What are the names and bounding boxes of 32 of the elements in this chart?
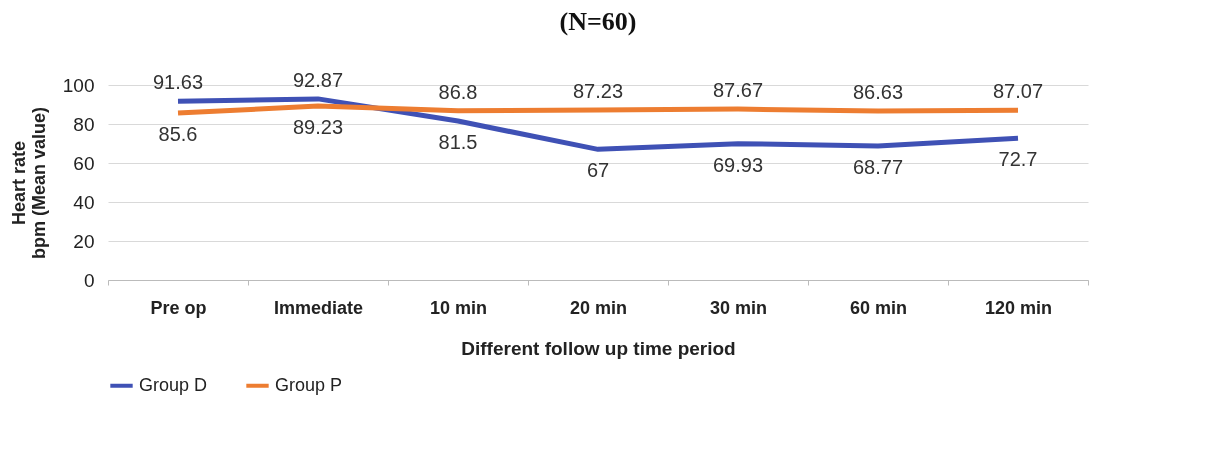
y-tick-label: 0 <box>83 269 95 291</box>
y-tick-label: 20 <box>73 230 95 252</box>
x-tick-label: 30 min <box>709 297 768 318</box>
data-label: 89.23 <box>292 116 344 138</box>
x-tick-label: 60 min <box>849 297 908 318</box>
y-tick-label: 80 <box>73 113 95 135</box>
y-axis-title: Heart rate bpm (Mean value) <box>8 106 49 260</box>
data-label: 86.63 <box>852 81 904 104</box>
data-label: 87.07 <box>992 80 1044 103</box>
x-tick-label: Pre op <box>150 297 207 318</box>
x-tick-label: 20 min <box>569 297 628 318</box>
x-tick-label: 10 min <box>429 297 488 318</box>
chart-title: (N=60) <box>559 6 637 36</box>
data-label: 87.23 <box>572 79 624 102</box>
y-tick-label: 100 <box>62 74 95 96</box>
data-label: 92.87 <box>292 68 344 91</box>
data-label: 91.63 <box>152 71 204 94</box>
data-label: 87.67 <box>712 79 764 102</box>
x-tick-label: Immediate <box>273 297 364 318</box>
legend-label: Group D <box>139 374 208 395</box>
data-label: 81.5 <box>438 131 478 154</box>
data-label: 68.77 <box>852 155 904 178</box>
x-tick-label: 120 min <box>984 297 1053 318</box>
y-tick-label: 60 <box>73 152 95 174</box>
y-tick-label: 40 <box>73 191 95 213</box>
x-axis-title: Different follow up time period <box>461 337 736 359</box>
data-label: 69.93 <box>712 153 764 176</box>
data-label: 85.6 <box>158 123 198 146</box>
data-label: 67 <box>586 159 610 182</box>
data-label: 72.7 <box>998 148 1038 171</box>
legend-label: Group P <box>275 374 343 395</box>
data-label: 86.8 <box>438 80 478 103</box>
